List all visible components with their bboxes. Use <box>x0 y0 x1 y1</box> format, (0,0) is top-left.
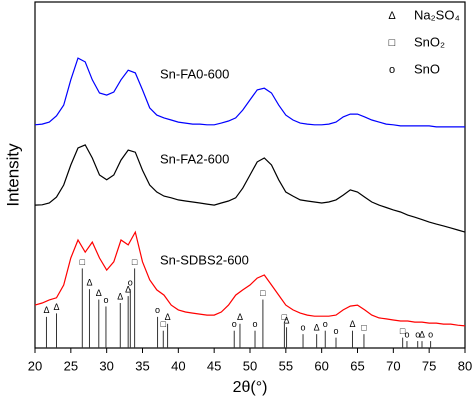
x-tick-label: 35 <box>135 358 149 373</box>
reference-marker: o <box>128 278 133 288</box>
legend-symbol: Δ <box>388 10 396 22</box>
legend-label: Na₂SO₄ <box>414 7 460 22</box>
reference-marker: Δ <box>237 312 243 322</box>
x-tick-label: 75 <box>422 358 436 373</box>
series-label: Sn-SDBS2-600 <box>160 252 249 267</box>
reference-marker: o <box>155 305 160 315</box>
reference-marker: o <box>232 319 237 329</box>
data-line <box>34 57 465 128</box>
x-tick-label: 20 <box>28 358 42 373</box>
x-tick-label: 40 <box>171 358 185 373</box>
reference-marker: o <box>103 295 108 305</box>
reference-marker: o <box>301 323 306 333</box>
reference-marker: o <box>333 326 338 336</box>
reference-marker: □ <box>400 326 406 336</box>
legend-label: SnO <box>414 61 440 76</box>
x-tick-label: 70 <box>386 358 400 373</box>
reference-marker: □ <box>132 257 138 267</box>
reference-marker: □ <box>80 257 86 267</box>
reference-marker: Δ <box>165 312 171 322</box>
reference-marker: o <box>404 329 409 339</box>
reference-marker: Δ <box>314 323 320 333</box>
legend-label: SnO₂ <box>414 34 445 49</box>
reference-marker: Δ <box>43 305 49 315</box>
reference-marker: Δ <box>86 278 92 288</box>
x-tick-label: 80 <box>458 358 472 373</box>
x-tick-label: 50 <box>243 358 257 373</box>
reference-marker: □ <box>161 319 167 329</box>
series-label: Sn-FA0-600 <box>160 66 229 81</box>
y-axis-label: Intensity <box>3 143 22 207</box>
series-label: Sn-FA2-600 <box>160 151 229 166</box>
data-line <box>34 144 466 233</box>
x-axis-label: 2θ(°) <box>233 379 268 396</box>
reference-marker: o <box>253 319 258 329</box>
x-tick-label: 30 <box>99 358 113 373</box>
x-tick-label: 60 <box>314 358 328 373</box>
reference-marker: Δ <box>117 291 123 301</box>
x-tick-label: 45 <box>207 358 221 373</box>
data-line <box>34 230 466 327</box>
legend-symbol: o <box>389 64 395 76</box>
reference-marker: Δ <box>284 316 290 326</box>
reference-marker: □ <box>282 312 288 322</box>
reference-marker: o <box>415 329 420 339</box>
reference-marker: Δ <box>125 284 131 294</box>
x-tick-label: 55 <box>279 358 293 373</box>
reference-marker: o <box>323 319 328 329</box>
reference-marker: o <box>428 329 433 339</box>
x-tick-label: 65 <box>350 358 364 373</box>
reference-marker: Δ <box>419 329 425 339</box>
reference-marker: Δ <box>96 288 102 298</box>
reference-marker: Δ <box>349 319 355 329</box>
legend-symbol: □ <box>389 37 396 49</box>
reference-marker: □ <box>260 288 266 298</box>
reference-marker: □ <box>361 323 367 333</box>
reference-marker: Δ <box>53 302 59 312</box>
x-tick-label: 25 <box>64 358 78 373</box>
